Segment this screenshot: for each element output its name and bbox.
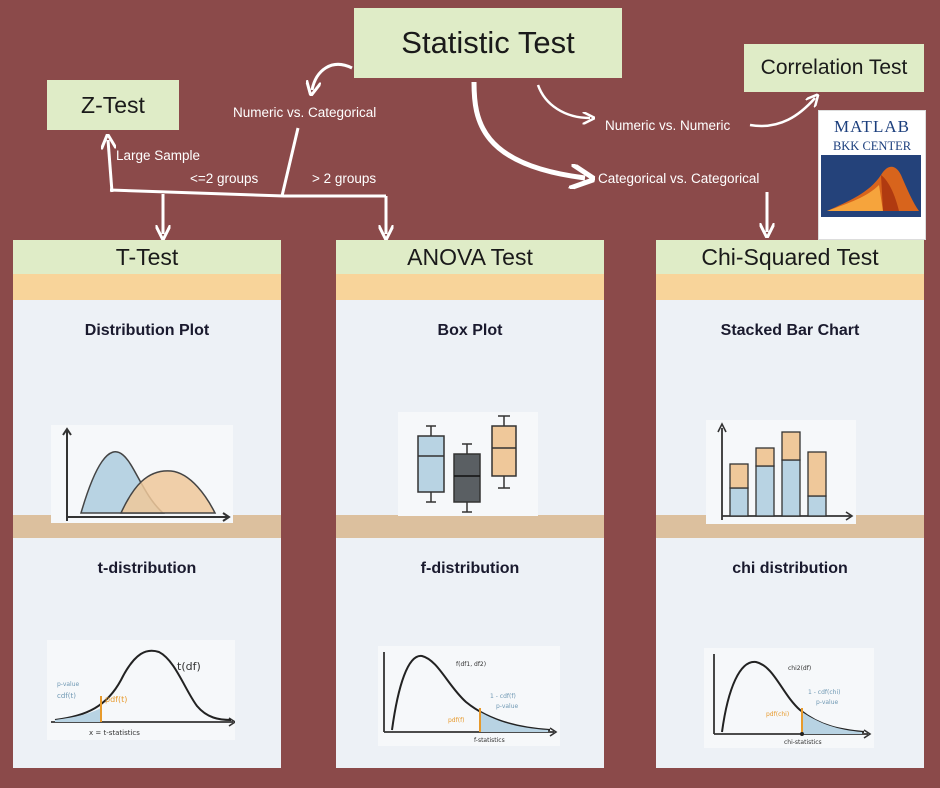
t-test-plot-panel: Distribution Plot [13, 300, 281, 523]
logo-line1: MATLAB [834, 117, 910, 136]
t-axis-label: x = t-statistics [89, 729, 140, 737]
f-pvalue-label: p-value [496, 703, 519, 710]
arrow-to-correlation [749, 98, 815, 128]
arrow-to-z-test [108, 140, 112, 193]
z-test-node: Z-Test [47, 80, 179, 130]
label-gt2-groups: > 2 groups [312, 171, 377, 186]
t-test-band [13, 274, 281, 300]
label-le2-groups: <=2 groups [190, 171, 259, 186]
anova-title: ANOVA Test [407, 243, 533, 270]
distribution-plot-sketch [51, 425, 233, 523]
f-axis-label: f-statistics [474, 737, 505, 744]
statistic-test-label: Statistic Test [401, 25, 575, 60]
correlation-test-label: Correlation Test [760, 56, 908, 79]
line-branch-horizontal [109, 188, 386, 198]
chi-curve-label: chi2(df) [788, 665, 811, 672]
t-cdf-label: cdf(t) [57, 692, 76, 700]
box-plot-sketch [398, 412, 538, 516]
anova-header: ANOVA Test [336, 240, 604, 274]
matlab-logo: MATLAB BKK CENTER [818, 110, 926, 240]
anova-band [336, 274, 604, 300]
t-test-header: T-Test [13, 240, 281, 274]
chi-squared-plot-title: Stacked Bar Chart [720, 322, 860, 339]
f-pdf-label: pdf(f) [448, 717, 465, 724]
arrow-to-numeric-categorical [312, 62, 353, 90]
chi-cdf-label: 1 - cdf(chi) [808, 689, 840, 696]
f-distribution-graphic: f(df1, df2) pdf(f) 1 - cdf(f) p-value f-… [383, 652, 558, 744]
arrow-to-numeric-numeric [536, 84, 590, 118]
distribution-plot-graphic [62, 427, 231, 522]
anova-plot-panel: Box Plot [336, 300, 604, 516]
t-test-title: T-Test [115, 243, 179, 270]
chi-squared-dist-title: chi distribution [732, 560, 848, 577]
label-large-sample: Large Sample [116, 148, 201, 163]
chi-distribution-graphic: chi2(df) pdf(chi) 1 - cdf(chi) p-value c… [713, 654, 872, 746]
stacked-bar-sketch [706, 420, 856, 524]
t-curve-label: t(df) [177, 660, 201, 673]
chi-distribution-sketch: chi2(df) pdf(chi) 1 - cdf(chi) p-value c… [704, 648, 874, 748]
anova-column: ANOVA Test Box Plot f-distribution [336, 240, 604, 768]
t-test-plot-title: Distribution Plot [84, 322, 210, 339]
t-distribution-sketch: t(df) p-value cdf(t) pdf(t) x = t-statis… [47, 640, 235, 740]
f-curve-label: f(df1, df2) [456, 661, 486, 668]
t-test-column: T-Test Distribution Plot t-distribution [13, 240, 281, 768]
anova-dist-panel: f-distribution f(df1, df2) pdf(f) 1 - cd… [336, 538, 604, 768]
line-numeric-branch [280, 127, 300, 197]
logo-line2: BKK CENTER [832, 139, 912, 153]
arrow-to-categorical [471, 81, 585, 178]
anova-band-2 [336, 515, 604, 538]
f-cdf-label: 1 - cdf(f) [490, 693, 516, 700]
anova-dist-title: f-distribution [420, 560, 520, 577]
label-numeric-numeric: Numeric vs. Numeric [605, 118, 731, 133]
statistic-test-node: Statistic Test [354, 8, 622, 78]
label-categorical: Categorical vs. Categorical [598, 171, 760, 186]
t-pdf-label: pdf(t) [105, 695, 127, 704]
chi-squared-dist-panel: chi distribution chi2(df) pdf(chi) 1 - c… [656, 538, 924, 768]
z-test-label: Z-Test [81, 91, 145, 118]
chi-squared-column: Chi-Squared Test Stacked Bar Chart [656, 240, 924, 768]
label-numeric-categorical: Numeric vs. Categorical [233, 105, 377, 120]
chi-squared-band [656, 274, 924, 300]
chi-squared-title: Chi-Squared Test [701, 243, 879, 270]
chi-pvalue-label: p-value [816, 699, 839, 706]
chi-axis-label: chi-statistics [784, 739, 822, 746]
t-distribution-graphic: t(df) p-value cdf(t) pdf(t) x = t-statis… [51, 649, 235, 737]
t-pvalue-label: p-value [57, 681, 80, 688]
chi-squared-header: Chi-Squared Test [656, 240, 924, 274]
matlab-membrane-icon [821, 155, 921, 225]
chi-pdf-label: pdf(chi) [766, 711, 789, 718]
stacked-bar-graphic [717, 422, 854, 521]
chi-squared-plot-panel: Stacked Bar Chart [656, 300, 924, 524]
t-test-dist-panel: t-distribution t(df) p-value cdf(t) pdf(… [13, 538, 281, 768]
box-plot-graphic [417, 415, 517, 513]
f-distribution-sketch: f(df1, df2) pdf(f) 1 - cdf(f) p-value f-… [378, 646, 560, 746]
t-test-dist-title: t-distribution [97, 560, 197, 577]
correlation-test-node: Correlation Test [744, 44, 924, 92]
anova-plot-title: Box Plot [437, 322, 503, 339]
